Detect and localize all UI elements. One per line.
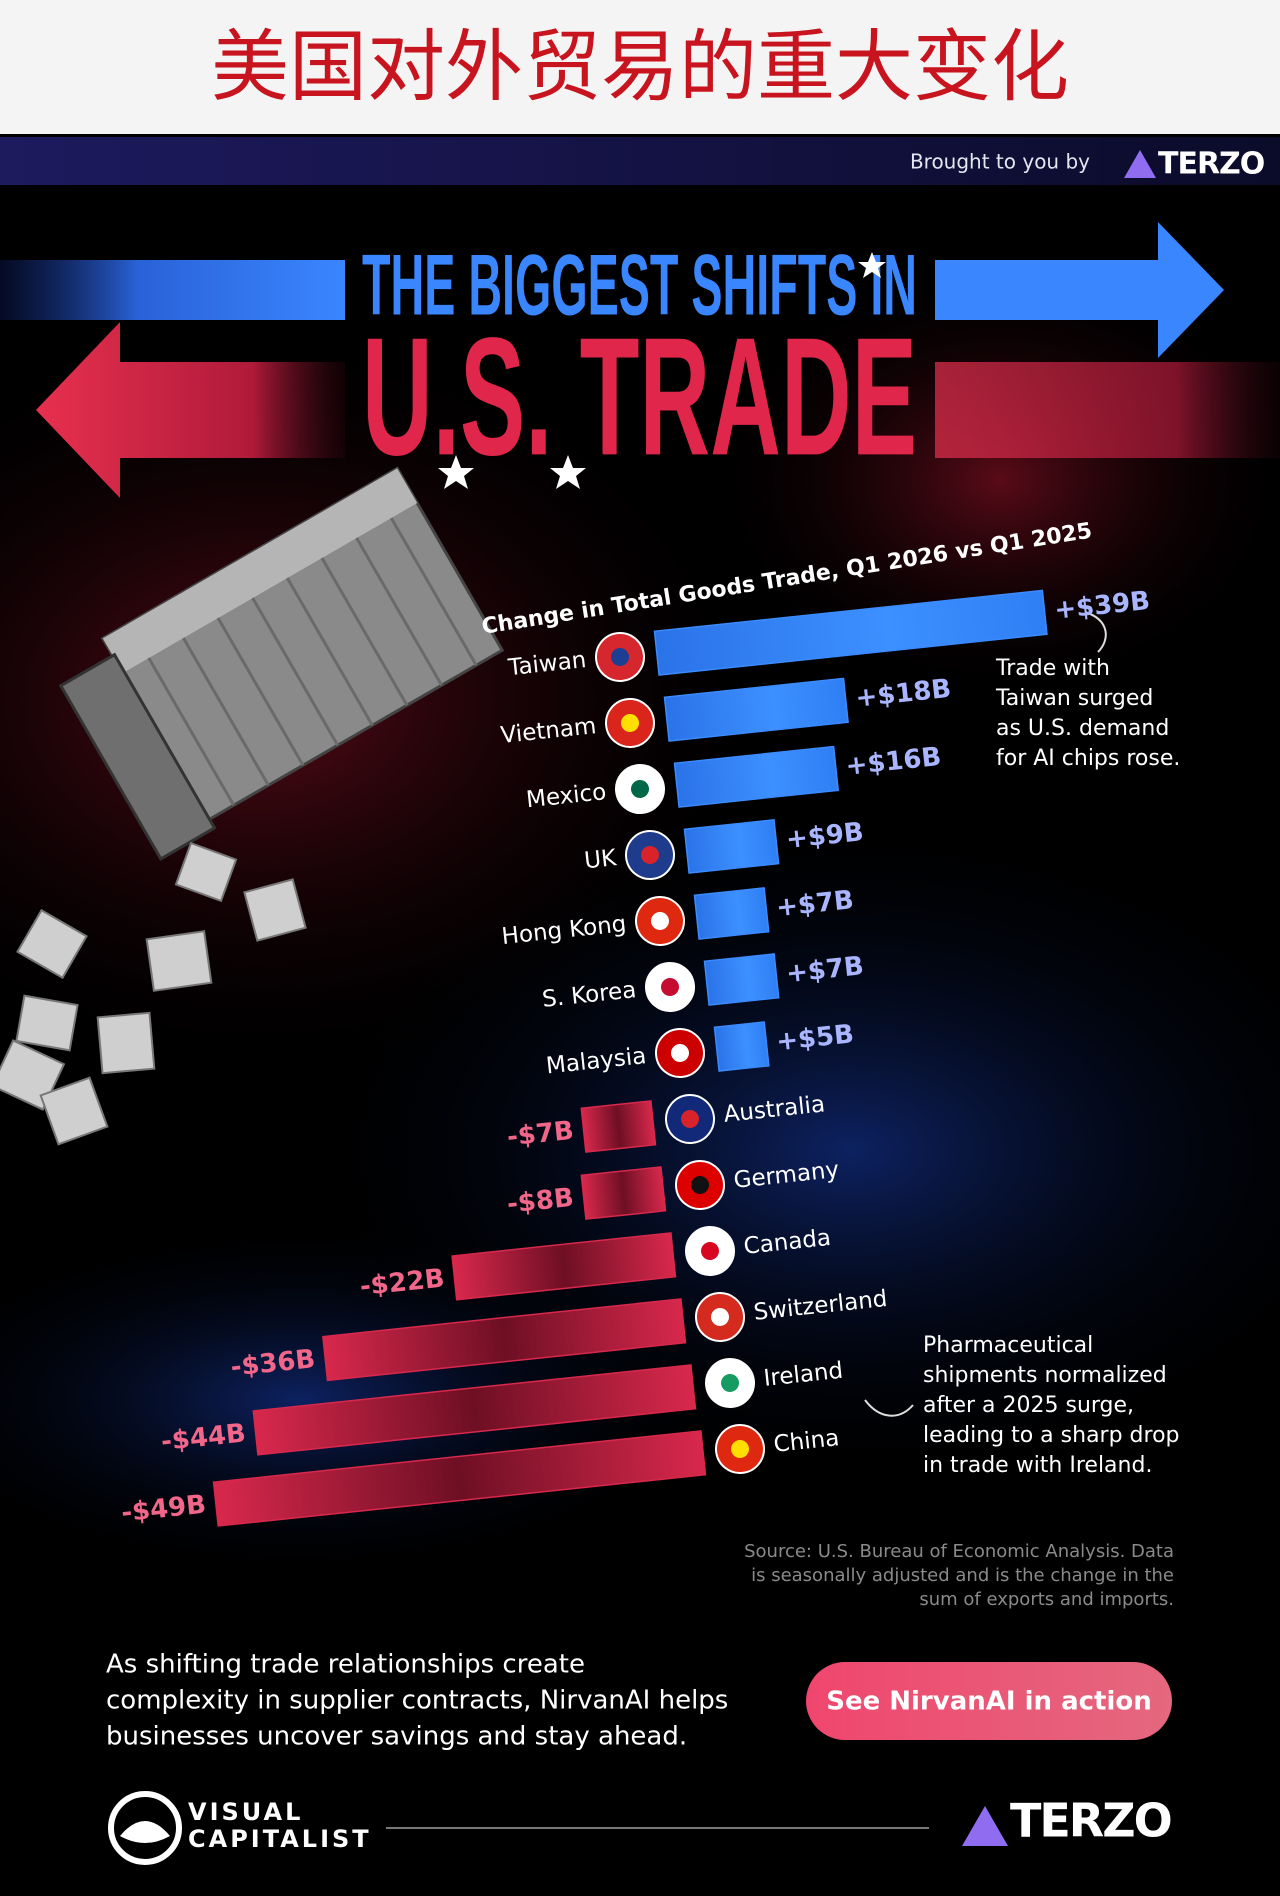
flag — [691, 1176, 709, 1194]
sponsor-strip — [0, 137, 1280, 185]
annotation: after a 2025 surge, — [923, 1393, 1134, 1418]
footer-text: As shifting trade relationships create — [106, 1650, 585, 1680]
star — [858, 252, 886, 278]
annotation: leading to a sharp drop — [923, 1423, 1180, 1448]
footer-brand: TERZO — [1010, 1794, 1171, 1848]
container-ribs — [147, 517, 478, 807]
bar — [322, 1298, 687, 1382]
bar — [580, 1100, 657, 1153]
chart-title: U.S. TRADE — [362, 302, 917, 490]
value-label: +$16B — [844, 742, 942, 782]
flag — [731, 1440, 749, 1458]
annotation: for AI chips rose. — [996, 746, 1180, 771]
vc-logo-mark — [108, 1791, 182, 1865]
red-arrow-tail — [935, 362, 1280, 458]
bar — [451, 1232, 677, 1301]
chart-title: THE BIGGEST SHIFTS IN — [362, 238, 917, 334]
flag — [631, 780, 649, 798]
source: Source: U.S. Bureau of Economic Analysis… — [744, 1541, 1174, 1562]
container — [58, 466, 505, 861]
footer-text: complexity in supplier contracts, Nirvan… — [106, 1686, 728, 1716]
annotation: Trade with — [995, 656, 1110, 681]
annotation: Pharmaceutical — [923, 1333, 1093, 1358]
banner-title: 美国对外贸易的重大变化 — [211, 22, 1069, 112]
footer-text: businesses uncover savings and stay ahea… — [106, 1722, 687, 1752]
bar — [663, 677, 849, 742]
value-label: -$7B — [506, 1116, 576, 1153]
annotation: Taiwan surged — [995, 686, 1153, 711]
bar — [653, 589, 1048, 676]
annotation: shipments normalized — [923, 1363, 1167, 1388]
bar — [683, 819, 780, 874]
flag — [681, 1110, 699, 1128]
vc-logo-mark — [120, 1821, 170, 1843]
cta-label[interactable]: See NirvanAI in action — [826, 1687, 1152, 1717]
annotation-leader — [1084, 611, 1107, 653]
annotation: as U.S. demand — [996, 716, 1169, 741]
source: sum of exports and imports. — [919, 1589, 1174, 1610]
vc-logo-text: CAPITALIST — [188, 1825, 372, 1853]
value-label: +$18B — [854, 674, 952, 714]
terzo-mark — [1124, 150, 1156, 178]
banner-bg — [0, 0, 1280, 134]
flag — [711, 1308, 729, 1326]
flag — [701, 1242, 719, 1260]
blue-arrow-tail — [0, 260, 345, 320]
bar — [713, 1021, 770, 1072]
value-label: -$8B — [506, 1183, 576, 1220]
sponsor-brand: TERZO — [1158, 147, 1264, 182]
bar — [252, 1364, 697, 1456]
flag — [621, 714, 639, 732]
bar — [580, 1166, 667, 1220]
terzo-mark — [962, 1806, 1008, 1846]
bar — [212, 1430, 707, 1527]
star — [438, 455, 474, 489]
cta-button[interactable] — [806, 1662, 1172, 1740]
source: is seasonally adjusted and is the change… — [751, 1565, 1174, 1586]
container-top — [102, 468, 418, 674]
sponsor-text: Brought to you by — [910, 150, 1090, 174]
boxes — [0, 841, 307, 1146]
flag — [661, 978, 679, 996]
flag — [651, 912, 669, 930]
blue-arrow-head — [935, 222, 1224, 358]
flag — [611, 648, 629, 666]
annotation: in trade with Ireland. — [923, 1453, 1152, 1478]
star — [550, 455, 586, 489]
vc-logo-text: VISUAL — [188, 1798, 303, 1826]
bar — [673, 745, 840, 808]
flag — [721, 1374, 739, 1392]
bar — [703, 953, 780, 1006]
red-arrow-head — [36, 322, 345, 498]
container-door — [58, 652, 217, 861]
flag — [671, 1044, 689, 1062]
flag — [641, 846, 659, 864]
bar — [693, 887, 770, 940]
category-label: UK — [583, 845, 618, 874]
annotation-leader — [864, 1399, 914, 1417]
